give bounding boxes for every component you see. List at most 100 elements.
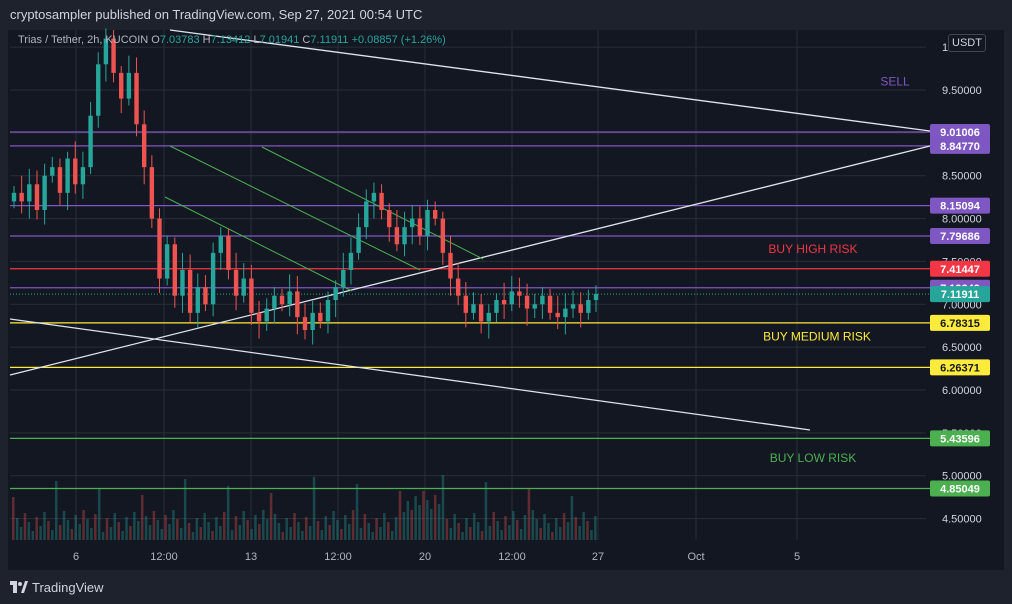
currency-button[interactable]: USDT (948, 34, 986, 52)
trendline-rising-support (9, 145, 931, 376)
volume-bar (461, 532, 464, 540)
volume-bar (297, 522, 300, 540)
candle-body (471, 304, 476, 313)
volume-bar (453, 514, 456, 540)
candle-body (509, 291, 514, 305)
volume-bar (379, 527, 382, 540)
volume-bar (324, 516, 328, 540)
volume-bar (469, 527, 472, 540)
y-tick-label: 8.00000 (942, 214, 982, 226)
volume-bar (476, 522, 480, 540)
low-value: 7.01941 (259, 34, 300, 46)
candle-body (494, 300, 499, 313)
volume-bar (535, 519, 538, 540)
volume-bar (121, 531, 124, 540)
price-tag-label: 6.78315 (940, 318, 980, 330)
candle-body (348, 252, 354, 270)
volume-bar (19, 527, 23, 540)
volume-bar (82, 510, 85, 540)
close-value: 7.11911 (310, 34, 349, 46)
candle-body (379, 192, 384, 210)
x-tick-label: 12:00 (498, 551, 526, 563)
candle-body (249, 278, 254, 313)
volume-bar (281, 532, 285, 540)
open-value: 7.03783 (159, 34, 200, 46)
candle-body (141, 124, 147, 168)
high-value: 7.13412 (210, 34, 251, 46)
candle-body (203, 287, 208, 305)
volume-bar (293, 513, 296, 540)
volume-bar (504, 516, 507, 540)
volume-bar (195, 518, 199, 540)
volume-bar (273, 514, 277, 540)
volume-bar (558, 527, 562, 540)
volume-bar (207, 522, 210, 540)
volume-bar (531, 510, 535, 540)
candle-body (34, 184, 40, 210)
candle-body (387, 210, 392, 228)
volume-bar (312, 477, 316, 540)
volume-bar (492, 512, 496, 540)
volume-bar (133, 512, 136, 540)
volume-bar (594, 516, 597, 540)
volume-bar (70, 529, 74, 540)
volume-bar (375, 518, 378, 540)
volume-bar (113, 513, 117, 540)
volume-bar (445, 519, 449, 540)
candle-body (27, 184, 32, 202)
volume-bar (340, 529, 343, 540)
candle-body (172, 244, 178, 296)
candle-body (371, 192, 377, 202)
candle-body (478, 304, 484, 322)
price-tag-label: 6.26371 (940, 362, 980, 374)
volume-bar (449, 528, 453, 540)
volume-bar (414, 496, 417, 540)
volume-bar (523, 515, 527, 540)
volume-bar (31, 531, 35, 540)
volume-bar (39, 526, 42, 540)
volume-bar (94, 514, 97, 540)
volume-bar (258, 524, 261, 540)
published-header: cryptosampler published on TradingView.c… (0, 0, 1012, 30)
tradingview-logo[interactable]: TradingView (10, 580, 104, 595)
volume-bar (437, 504, 441, 540)
volume-bar (590, 530, 593, 540)
zone-label: SELL (880, 75, 910, 89)
volume-bar (58, 525, 62, 540)
volume-bar (101, 532, 105, 540)
volume-bar (47, 521, 50, 540)
volume-bar (140, 495, 144, 540)
volume-bar (586, 521, 589, 540)
candle-body (440, 218, 446, 253)
volume-bar (301, 531, 304, 540)
volume-bar (555, 518, 558, 540)
candle-body (417, 218, 423, 236)
volume-bar (160, 529, 163, 540)
volume-bar (262, 510, 265, 540)
price-tag (930, 260, 990, 277)
price-tag (930, 227, 990, 244)
candle-body (80, 167, 86, 185)
brand-label: TradingView (32, 580, 104, 595)
candle-body (57, 167, 63, 193)
candle-body (73, 158, 78, 185)
candle-body (570, 304, 576, 309)
volume-bar (480, 531, 484, 540)
volume-bar (347, 524, 351, 540)
candle-body (547, 295, 553, 313)
candle-body (157, 218, 162, 279)
candle-body (241, 278, 246, 296)
high-label: H (202, 34, 211, 46)
price-tag-label: 8.84770 (940, 141, 980, 153)
candle-body (341, 270, 346, 288)
volume-bar (168, 524, 171, 540)
volume-bar (179, 528, 183, 540)
price-tag (930, 430, 990, 447)
volume-bar (515, 520, 519, 540)
candle-body (455, 278, 461, 296)
change-value: +0.08857 (+1.26%) (351, 34, 446, 46)
candle-body (11, 192, 17, 202)
y-tick-label: 1 (942, 42, 948, 54)
x-tick-label: 12:00 (324, 551, 352, 563)
